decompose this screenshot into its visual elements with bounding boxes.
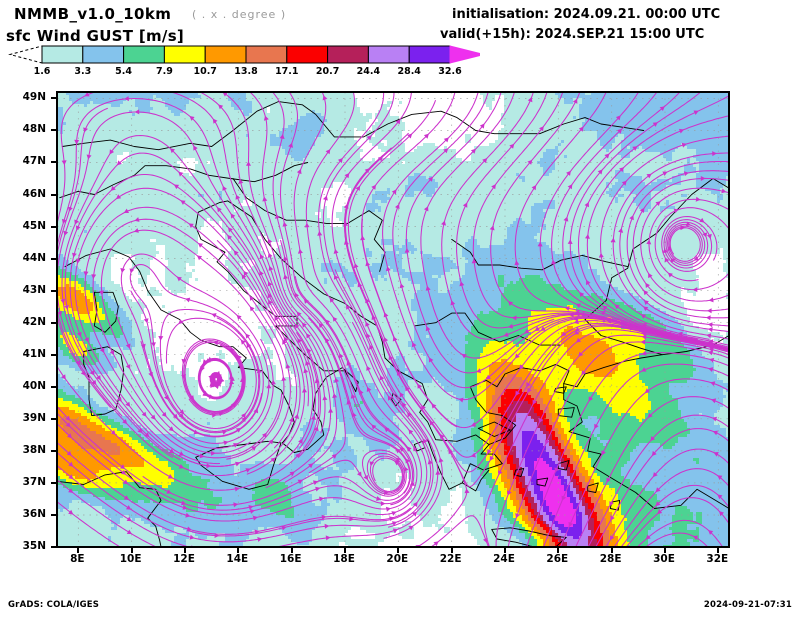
x-axis-tick-label: 22E: [439, 553, 462, 565]
colorbar-band: [41, 45, 84, 64]
valid-time: valid(+15h): 2024.SEP.21 15:00 UTC: [440, 27, 705, 42]
x-axis-tick: [291, 548, 293, 553]
y-axis-tick-label: 48N: [22, 123, 46, 136]
x-axis-tick-label: 14E: [226, 553, 249, 565]
colorbar-band: [408, 45, 451, 64]
variable-title: sfc Wind GUST [m/s]: [6, 27, 185, 45]
x-axis-tick: [77, 548, 79, 553]
footer-credit: GrADS: COLA/IGES: [8, 600, 100, 610]
y-axis-tick-label: 46N: [22, 187, 46, 200]
x-axis-tick-label: 12E: [173, 553, 195, 565]
weather-map-svg: [57, 92, 729, 547]
x-axis-tick-label: 18E: [333, 553, 355, 565]
y-axis-tick: [51, 386, 56, 388]
colorbar-tick-label: 20.7: [316, 66, 339, 77]
colorbar-tick-label: 7.9: [156, 66, 173, 77]
y-axis-tick-label: 49N: [22, 91, 46, 104]
x-axis-tick: [131, 548, 133, 553]
grid-resolution-note: ( . x . degree ): [192, 8, 287, 21]
colorbar-band: [245, 45, 288, 64]
colorbar-tick-label: 3.3: [74, 66, 91, 77]
y-axis-tick-label: 38N: [22, 443, 46, 456]
y-axis-tick: [51, 161, 56, 163]
y-axis-tick-label: 43N: [22, 283, 46, 296]
x-axis-tick-label: 28E: [599, 553, 622, 565]
y-axis-tick-label: 37N: [22, 475, 46, 488]
y-axis-tick-label: 44N: [22, 251, 46, 264]
colorbar-tick-label: 1.6: [34, 66, 51, 77]
colorbar-high-end-triangle: [449, 45, 480, 64]
colorbar-tick-label: 17.1: [275, 66, 298, 77]
colorbar-tick-label: 28.4: [397, 66, 421, 77]
map-frame: [57, 92, 729, 547]
x-axis-tick: [664, 548, 666, 553]
x-axis-tick-label: 24E: [493, 553, 515, 565]
y-axis-tick: [51, 258, 56, 260]
y-axis-tick: [51, 290, 56, 292]
colorbar-tick-label: 13.8: [234, 66, 258, 77]
colorbar-band: [327, 45, 369, 64]
x-axis-tick-label: 10E: [119, 553, 142, 565]
y-axis-tick-label: 39N: [22, 411, 46, 424]
y-axis-tick: [51, 322, 56, 324]
colorbar-tick-label: 5.4: [115, 66, 132, 77]
y-axis-tick-label: 45N: [22, 219, 46, 232]
y-axis-tick: [51, 546, 56, 548]
gust-field: [57, 92, 729, 547]
colorbar-band: [82, 45, 125, 64]
y-axis-tick-label: 42N: [22, 315, 46, 328]
colorbar-band: [163, 45, 206, 64]
x-axis-tick: [611, 548, 613, 553]
x-axis-tick: [504, 548, 506, 553]
x-axis-tick: [717, 548, 719, 553]
x-axis-tick-label: 32E: [706, 553, 729, 565]
y-axis-tick-label: 47N: [22, 155, 46, 168]
model-title: NMMB_v1.0_10km: [14, 5, 172, 23]
colorbar-band: [204, 45, 247, 64]
colorbar-tick-label: 10.7: [193, 66, 216, 77]
y-axis-tick: [51, 97, 56, 99]
x-axis-tick: [557, 548, 559, 553]
colorbar-tick-label: 32.6: [438, 66, 462, 77]
y-axis-tick-label: 41N: [22, 347, 46, 360]
colorbar-tick-label: 24.4: [357, 66, 381, 77]
y-axis-tick: [51, 450, 56, 452]
colorbar-band: [367, 45, 410, 64]
x-axis-tick: [184, 548, 186, 553]
y-axis-tick-label: 36N: [22, 507, 46, 520]
colorbar: 1.6 3.3 5.4 7.9 10.7 13.8 17.1 20.7 24.4 28.4 32.6: [0, 44, 480, 84]
y-axis-tick: [51, 482, 56, 484]
x-axis-tick: [397, 548, 399, 553]
colorbar-svg: 1.6 3.3 5.4 7.9 10.7 13.8 17.1 20.7 24.4 28.4 32.6: [8, 45, 480, 77]
map-plot-area[interactable]: [56, 91, 730, 548]
footer-timestamp: 2024-09-21-07:31: [703, 600, 792, 610]
colorbar-low-end-triangle: [8, 45, 43, 64]
x-axis-tick-label: 26E: [546, 553, 569, 565]
x-axis-tick: [344, 548, 346, 553]
colorbar-band: [286, 45, 329, 64]
y-axis-tick-label: 40N: [22, 379, 46, 392]
x-axis-tick-label: 16E: [279, 553, 302, 565]
x-axis-tick: [237, 548, 239, 553]
header: NMMB_v1.0_10km ( . x . degree ) sfc Wind…: [0, 0, 800, 86]
y-axis-tick: [51, 354, 56, 356]
streamlines: [57, 92, 729, 547]
x-axis-tick-label: 8E: [70, 553, 85, 565]
y-axis-tick-label: 35N: [22, 540, 46, 552]
y-axis-tick: [51, 194, 56, 196]
initialisation-time: initialisation: 2024.09.21. 00:00 UTC: [452, 7, 721, 22]
y-axis-tick: [51, 226, 56, 228]
x-axis-tick-label: 30E: [653, 553, 675, 565]
y-axis-tick: [51, 514, 56, 516]
y-axis-tick: [51, 129, 56, 131]
y-axis-tick: [51, 418, 56, 420]
colorbar-band: [123, 45, 165, 64]
x-axis-tick: [451, 548, 453, 553]
x-axis-tick-label: 20E: [386, 553, 409, 565]
